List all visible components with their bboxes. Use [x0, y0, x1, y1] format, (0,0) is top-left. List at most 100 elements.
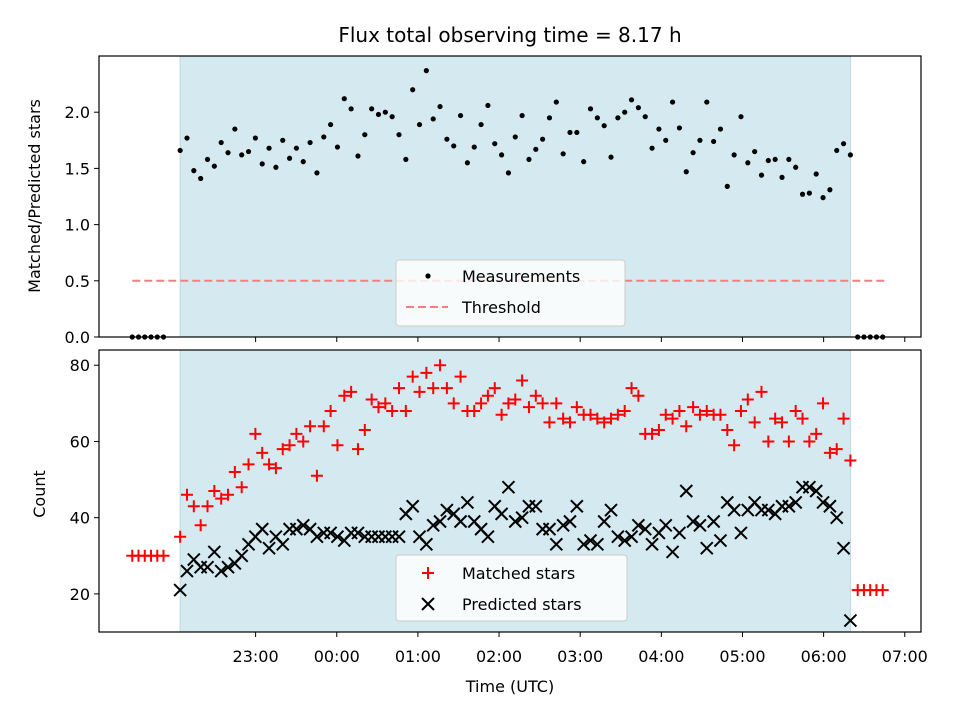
measurement-point [464, 160, 470, 166]
matched-star-point [741, 393, 754, 406]
matched-star-point [276, 443, 289, 456]
predicted-star-point [665, 545, 680, 559]
measurement-point [512, 134, 518, 140]
matched-star-point [817, 397, 830, 410]
measurement-point [498, 152, 505, 158]
matched-star-point [187, 500, 200, 513]
matched-star-point [782, 435, 795, 448]
measurement-point [300, 159, 306, 165]
matched-star-point [406, 370, 419, 383]
predicted-star-point [843, 613, 858, 628]
measurement-point [389, 114, 395, 120]
measurement-point [560, 151, 566, 157]
matched-star-point [734, 404, 747, 417]
measurement-point [471, 144, 477, 150]
predicted-star-point [556, 518, 570, 533]
measurement-point [820, 195, 826, 201]
measurement-point [738, 114, 744, 120]
measurement-point [704, 99, 710, 105]
matched-star-point [755, 385, 768, 398]
measurement-point [416, 121, 423, 128]
matched-star-point [174, 530, 187, 543]
bottom-legend: Matched stars Predicted stars [395, 554, 628, 622]
predicted-star-point [262, 541, 276, 555]
measurement-point [232, 126, 238, 132]
predicted-star-point [590, 537, 605, 552]
matched-star-point [222, 488, 235, 501]
matched-star-point [830, 443, 843, 456]
matched-star-point [557, 412, 570, 425]
matched-star-point [194, 519, 207, 532]
matched-star-point [180, 488, 193, 501]
measurement-point [245, 148, 252, 155]
matched-star-point [235, 481, 248, 494]
measurement-point [533, 146, 539, 152]
top-y-tick-label: 2.0 [65, 103, 90, 122]
matched-star-point [803, 435, 816, 448]
matched-star-point [365, 393, 378, 406]
measurement-point [663, 137, 669, 143]
matched-star-point [263, 458, 276, 471]
measurement-point [423, 68, 429, 74]
measurement-point [861, 334, 867, 340]
matched-star-point [721, 424, 734, 437]
measurement-point [341, 96, 347, 102]
matched-star-point [228, 465, 241, 478]
measurement-point [608, 154, 614, 160]
measurement-point [135, 334, 142, 340]
measurement-point [328, 121, 334, 128]
measurement-point [355, 153, 361, 159]
matched-star-point [269, 462, 282, 475]
matched-star-point [625, 382, 638, 395]
bottom-y-tick-label: 40 [70, 509, 90, 528]
matched-star-point [157, 549, 170, 562]
bottom-y-tick-label: 20 [70, 585, 90, 604]
measurement-point [259, 161, 265, 167]
bottom-y-axis-title: Count [30, 470, 49, 518]
measurement-point [581, 159, 587, 165]
predicted-star-point [453, 514, 468, 529]
matched-star-point [447, 397, 460, 410]
predicted-star-point [617, 533, 632, 548]
matched-star-point [563, 416, 576, 429]
predicted-star-point [351, 526, 365, 540]
measurement-point [286, 155, 293, 161]
x-tick-label: 02:00 [476, 647, 522, 666]
measurement-point [628, 97, 635, 103]
measurement-point [154, 334, 160, 340]
measurement-point [847, 152, 854, 158]
measurement-point [451, 143, 457, 149]
measurement-point [211, 163, 217, 169]
matched-star-point [201, 500, 214, 513]
measurement-point [444, 136, 450, 142]
matched-star-point [502, 397, 515, 410]
matched-star-point [584, 408, 597, 421]
measurement-point [731, 152, 737, 158]
measurement-point [786, 156, 792, 163]
measurement-point [526, 156, 532, 163]
measurement-point [752, 148, 758, 155]
matched-star-point [351, 443, 364, 456]
matched-star-point [844, 454, 857, 467]
measurement-point [148, 334, 154, 340]
measurement-point [546, 115, 553, 121]
measurement-point [430, 116, 436, 122]
measurement-point [855, 334, 861, 340]
matched-star-point [666, 412, 679, 425]
matched-star-point [598, 416, 611, 429]
predicted-star-point [481, 530, 495, 544]
matched-star-point [420, 366, 433, 379]
predicted-star-point [501, 480, 516, 494]
measurement-point [314, 170, 320, 176]
matched-star-point [796, 412, 809, 425]
measurement-point [772, 156, 778, 163]
measurement-point [690, 150, 696, 156]
legend-measurements-label: Measurements [462, 267, 580, 286]
measurement-point [375, 111, 382, 118]
measurement-point [840, 141, 847, 147]
matched-star-point [393, 382, 406, 395]
matched-star-point [728, 439, 741, 452]
measurement-point [177, 147, 183, 154]
matched-star-point [789, 404, 802, 417]
predicted-star-point [460, 495, 475, 510]
